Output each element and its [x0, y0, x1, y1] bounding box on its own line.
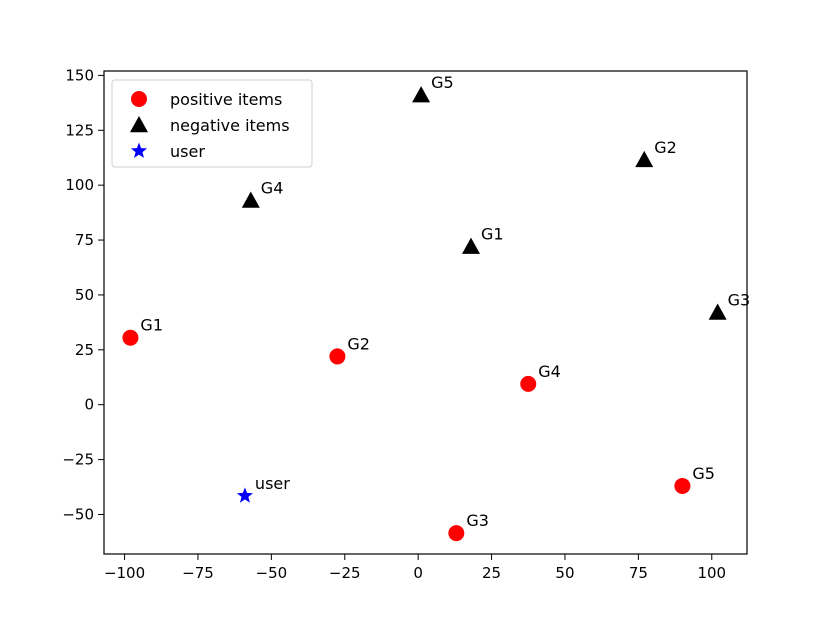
x-tick-label: 50 — [555, 564, 574, 582]
negative-item-point — [412, 86, 431, 103]
negative-item-point — [635, 150, 654, 168]
legend-entry: user — [130, 142, 205, 161]
y-tick-label: 150 — [65, 66, 94, 84]
legend-box — [111, 79, 313, 168]
negative-item-point — [708, 303, 727, 320]
y-tick-label: −25 — [62, 451, 94, 469]
y-tick-label: 125 — [65, 121, 94, 139]
circle-marker-icon — [131, 91, 147, 107]
point-label: G3 — [466, 511, 489, 530]
point-label: G1 — [481, 225, 504, 244]
negative-item-point — [462, 237, 481, 254]
series-positive-items: G1 G2 G3 G4 G5 — [122, 316, 715, 542]
x-tick-label: 0 — [413, 564, 423, 582]
legend-label: user — [170, 142, 205, 161]
negative-item-point — [241, 191, 260, 208]
point-label: G5 — [692, 464, 715, 483]
data-points: G1 G2 G3 G4 G5 G1 G2 G3 G4 G5 user — [122, 73, 751, 542]
y-tick-label: 0 — [84, 396, 94, 414]
point-label: G2 — [654, 138, 677, 157]
legend-label: negative items — [170, 116, 290, 135]
point-label: G1 — [140, 316, 163, 335]
x-tick-label: 75 — [629, 564, 648, 582]
point-label: G3 — [728, 291, 751, 310]
point-label: user — [255, 474, 290, 493]
star-marker-icon — [130, 142, 148, 158]
x-tick-label: −25 — [329, 564, 361, 582]
series-negative-items: G1 G2 G3 G4 G5 — [241, 73, 751, 320]
x-axis: −100 −75 −50 −25 0 25 50 75 100 — [104, 554, 726, 582]
legend-entry: negative items — [130, 116, 290, 135]
y-tick-label: 50 — [75, 286, 94, 304]
x-tick-label: −75 — [182, 564, 214, 582]
positive-item-point — [448, 525, 465, 542]
x-tick-label: 25 — [482, 564, 501, 582]
y-tick-label: −50 — [62, 505, 94, 523]
point-label: G2 — [347, 334, 370, 353]
positive-item-point — [520, 375, 537, 392]
point-label: G5 — [431, 73, 454, 92]
x-tick-label: 100 — [697, 564, 726, 582]
legend: positive items negative items user — [111, 79, 313, 168]
y-tick-label: 100 — [65, 176, 94, 194]
y-tick-label: 75 — [75, 231, 94, 249]
user-point — [236, 487, 254, 503]
series-user: user — [236, 474, 290, 503]
point-label: G4 — [261, 179, 284, 198]
positive-item-point — [122, 329, 139, 346]
triangle-marker-icon — [130, 116, 148, 133]
x-tick-label: −50 — [256, 564, 288, 582]
point-label: G4 — [538, 362, 561, 381]
y-axis: −50 −25 0 25 50 75 100 125 150 — [62, 66, 104, 523]
legend-label: positive items — [170, 90, 282, 109]
positive-item-point — [329, 348, 346, 365]
x-tick-label: −100 — [104, 564, 145, 582]
y-tick-label: 25 — [75, 341, 94, 359]
positive-item-point — [674, 477, 691, 494]
legend-entry: positive items — [131, 90, 282, 109]
